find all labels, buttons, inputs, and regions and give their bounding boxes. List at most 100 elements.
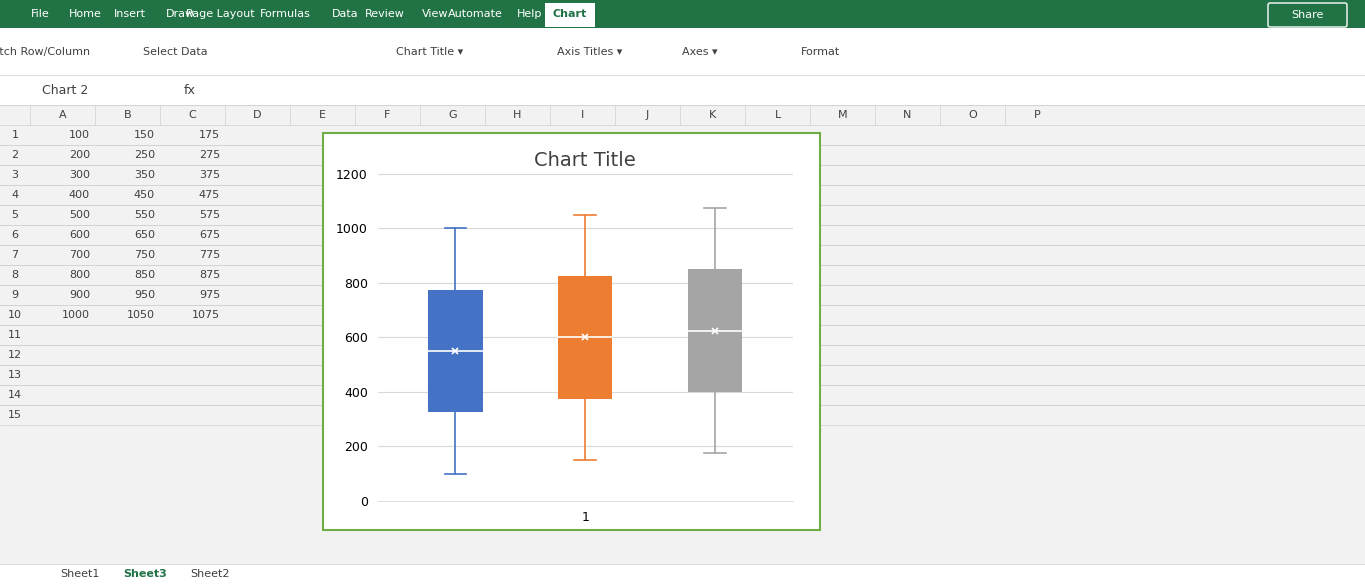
Text: Draw: Draw: [165, 9, 195, 19]
FancyBboxPatch shape: [1268, 3, 1347, 27]
Text: H: H: [513, 110, 521, 120]
FancyBboxPatch shape: [545, 3, 595, 27]
Text: 200: 200: [68, 150, 90, 160]
Text: L: L: [774, 110, 781, 120]
Text: Sheet1: Sheet1: [60, 569, 100, 579]
Text: 3: 3: [11, 170, 19, 180]
Text: J: J: [646, 110, 650, 120]
FancyBboxPatch shape: [0, 265, 30, 285]
FancyBboxPatch shape: [0, 305, 30, 325]
Text: E: E: [319, 110, 326, 120]
Text: 1: 1: [11, 130, 19, 140]
Text: 650: 650: [134, 230, 156, 240]
FancyBboxPatch shape: [0, 165, 30, 185]
FancyBboxPatch shape: [0, 564, 1365, 584]
FancyBboxPatch shape: [0, 145, 30, 165]
Text: 14: 14: [8, 390, 22, 400]
Text: 7: 7: [11, 250, 19, 260]
FancyBboxPatch shape: [688, 269, 743, 392]
FancyBboxPatch shape: [0, 385, 30, 405]
Text: 275: 275: [199, 150, 220, 160]
FancyBboxPatch shape: [0, 75, 1365, 105]
Text: Insert: Insert: [115, 9, 146, 19]
FancyBboxPatch shape: [0, 225, 30, 245]
FancyBboxPatch shape: [0, 405, 30, 425]
Text: M: M: [838, 110, 848, 120]
Text: O: O: [968, 110, 977, 120]
FancyBboxPatch shape: [0, 325, 30, 345]
FancyBboxPatch shape: [0, 185, 30, 205]
Text: Help: Help: [517, 9, 543, 19]
FancyBboxPatch shape: [429, 290, 483, 412]
Text: 500: 500: [70, 210, 90, 220]
Text: F: F: [385, 110, 390, 120]
Text: Sheet3: Sheet3: [123, 569, 167, 579]
FancyBboxPatch shape: [0, 365, 30, 385]
Text: 1075: 1075: [192, 310, 220, 320]
Text: 6: 6: [11, 230, 19, 240]
Text: C: C: [188, 110, 197, 120]
Text: 300: 300: [70, 170, 90, 180]
FancyBboxPatch shape: [0, 0, 1365, 28]
Text: 350: 350: [134, 170, 156, 180]
Text: 750: 750: [134, 250, 156, 260]
FancyBboxPatch shape: [324, 133, 820, 530]
Text: 900: 900: [68, 290, 90, 300]
Text: Review: Review: [364, 9, 405, 19]
FancyBboxPatch shape: [0, 105, 1365, 125]
Text: D: D: [254, 110, 262, 120]
Text: 1000: 1000: [61, 310, 90, 320]
Text: 175: 175: [199, 130, 220, 140]
Text: K: K: [708, 110, 717, 120]
Text: 675: 675: [199, 230, 220, 240]
Text: 9: 9: [11, 290, 19, 300]
FancyBboxPatch shape: [0, 285, 30, 305]
Text: Chart 2: Chart 2: [42, 84, 89, 96]
Text: 775: 775: [199, 250, 220, 260]
Text: 375: 375: [199, 170, 220, 180]
Text: 2: 2: [11, 150, 19, 160]
FancyBboxPatch shape: [0, 345, 30, 365]
Text: Data: Data: [332, 9, 358, 19]
Text: Axis Titles ▾: Axis Titles ▾: [557, 47, 622, 57]
Text: 250: 250: [134, 150, 156, 160]
FancyBboxPatch shape: [0, 0, 1365, 105]
Title: Chart Title: Chart Title: [534, 151, 636, 169]
Text: 875: 875: [199, 270, 220, 280]
FancyBboxPatch shape: [0, 245, 30, 265]
Text: 550: 550: [134, 210, 156, 220]
Text: 11: 11: [8, 330, 22, 340]
Text: 950: 950: [134, 290, 156, 300]
Text: 575: 575: [199, 210, 220, 220]
Text: N: N: [904, 110, 912, 120]
Text: A: A: [59, 110, 67, 120]
Text: 975: 975: [199, 290, 220, 300]
Text: 1050: 1050: [127, 310, 156, 320]
Text: G: G: [448, 110, 457, 120]
Text: Page Layout: Page Layout: [186, 9, 254, 19]
Text: P: P: [1035, 110, 1041, 120]
Text: 400: 400: [68, 190, 90, 200]
Text: File: File: [30, 9, 49, 19]
Text: Share: Share: [1291, 10, 1323, 20]
Text: B: B: [124, 110, 131, 120]
Text: 12: 12: [8, 350, 22, 360]
Text: Axes ▾: Axes ▾: [682, 47, 718, 57]
Text: 600: 600: [70, 230, 90, 240]
FancyBboxPatch shape: [558, 276, 613, 399]
Text: 800: 800: [68, 270, 90, 280]
Text: 4: 4: [11, 190, 19, 200]
Text: 150: 150: [134, 130, 156, 140]
Text: 10: 10: [8, 310, 22, 320]
Text: Chart Title ▾: Chart Title ▾: [396, 47, 464, 57]
Text: Home: Home: [68, 9, 101, 19]
Text: 13: 13: [8, 370, 22, 380]
Text: Switch Row/Column: Switch Row/Column: [0, 47, 90, 57]
Text: Format: Format: [800, 47, 839, 57]
Text: 5: 5: [11, 210, 19, 220]
Text: Sheet2: Sheet2: [190, 569, 229, 579]
Text: I: I: [581, 110, 584, 120]
Text: 700: 700: [68, 250, 90, 260]
Text: Formulas: Formulas: [259, 9, 310, 19]
Text: Chart: Chart: [553, 9, 587, 19]
